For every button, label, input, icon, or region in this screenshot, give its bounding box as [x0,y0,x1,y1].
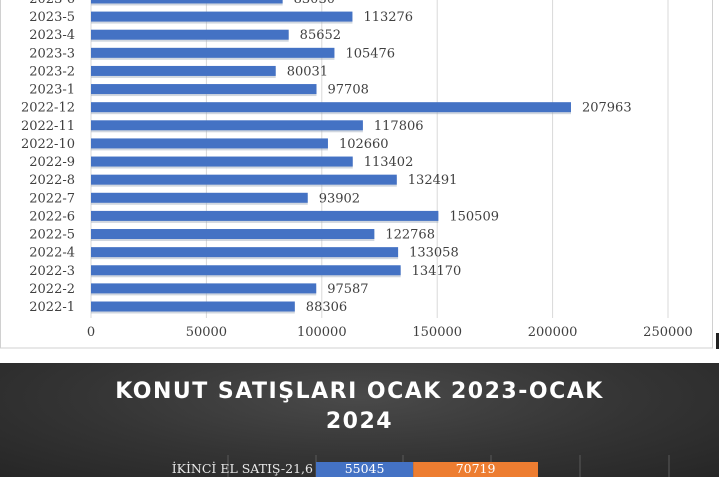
x-tick-label: 200000 [528,325,578,340]
data-label: 80031 [287,64,328,79]
data-label: 150509 [449,209,499,224]
y-tick-label: 2023-5 [29,10,75,25]
bar [91,138,328,149]
bar [91,174,397,185]
data-label: 207963 [582,101,632,116]
category-label: İKİNCİ EL SATIŞ-21,6 [172,461,313,476]
second-chart-svg: 55045 70719 İKİNCİ EL SATIŞ-21,6 [172,455,670,477]
y-tick-label: 2022-7 [29,191,75,206]
bar [91,301,295,312]
y-tick-label: 2023-2 [29,64,75,79]
data-label: 97708 [328,83,369,98]
x-tick-label: 250000 [643,325,693,340]
edge-marker [716,333,719,349]
data-label: 85652 [300,28,341,43]
bar [91,265,401,276]
bar [91,11,353,22]
bar [91,0,283,4]
data-label: 83030 [294,0,335,7]
y-tick-label: 2022-9 [29,155,75,170]
data-label: 122768 [385,228,435,243]
data-label: 70719 [456,461,496,476]
y-tick-label: 2022-3 [29,264,75,279]
x-tick-label: 150000 [412,325,462,340]
data-label: 55045 [345,461,385,476]
data-label: 133058 [409,246,459,261]
x-tick-label: 50000 [186,325,227,340]
data-label: 113402 [364,155,414,170]
chart-title: KONUT SATIŞLARI OCAK 2023-OCAK 2024 [0,377,719,437]
data-label: 97587 [327,282,368,297]
bar [91,84,317,95]
y-tick-label: 2022-11 [21,119,75,134]
y-tick-label: 2023-3 [29,46,75,61]
bar [91,65,276,76]
y-tick-label: 2022-4 [29,246,75,261]
bar [91,47,335,58]
bar [91,156,353,167]
y-tick-label: 2023-4 [29,28,75,43]
bar [91,210,439,221]
y-tick-label: 2022-6 [29,209,75,224]
data-label: 132491 [408,173,458,188]
bar [91,29,289,40]
data-label: 102660 [339,137,389,152]
second-chart-panel: KONUT SATIŞLARI OCAK 2023-OCAK 2024 5504… [0,363,719,477]
y-tick-label: 2022-8 [29,173,75,188]
monthly-sales-chart-svg: 88306 97587 134170 133058 122768 150509 93902 1… [0,0,713,349]
data-label: 134170 [412,264,462,279]
y-tick-label: 2022-10 [21,137,75,152]
stacked-bar-segment [413,462,538,477]
bar [91,229,375,240]
chart-title-line-1: KONUT SATIŞLARI OCAK 2023-OCAK [115,379,604,404]
chart-title-line-2: 2024 [325,409,394,434]
y-tick-label: 2022-1 [29,300,75,315]
data-label: 93902 [319,191,360,206]
data-label: 117806 [374,119,424,134]
y-tick-label: 2022-12 [21,101,75,116]
data-label: 113276 [363,10,413,25]
monthly-sales-bar-chart: 88306 97587 134170 133058 122768 150509 93902 1… [0,0,713,349]
stacked-bar-segment [316,462,414,477]
x-tick-label: 100000 [297,325,347,340]
x-tick-label: 0 [87,325,95,340]
bar [91,247,399,258]
y-tick-label: 2023-6 [29,0,75,7]
data-label: 88306 [306,300,347,315]
data-label: 105476 [345,46,395,61]
y-tick-label: 2022-2 [29,282,75,297]
bar [91,120,363,131]
y-tick-label: 2023-1 [29,83,75,98]
bar [91,102,571,113]
y-tick-label: 2022-5 [29,228,75,243]
bar [91,192,308,203]
bar [91,283,317,294]
